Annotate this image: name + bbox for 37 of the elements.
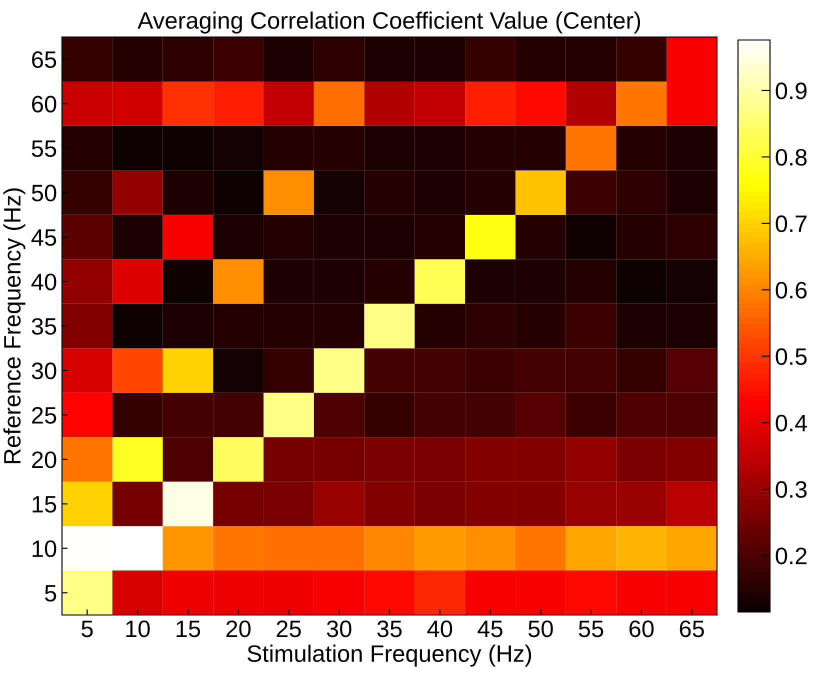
y-tick-label: 25 (32, 406, 56, 424)
y-tick-label: 55 (32, 140, 56, 157)
y-tick-label: 15 (32, 496, 56, 513)
y-tick-label: 65 (32, 51, 56, 68)
color-bar-label: 0.6 (776, 282, 807, 299)
x-tick-label: 15 (176, 620, 200, 638)
x-tick-label: 25 (276, 620, 301, 638)
x-tick-label: 65 (680, 620, 704, 638)
y-tick-label: 5 (44, 585, 56, 602)
y-axis-title: Reference Frequency (Hz) (3, 188, 26, 464)
x-tick-label: 55 (578, 620, 604, 638)
y-tick-label: 10 (32, 540, 56, 558)
x-tick-label: 40 (427, 620, 452, 638)
x-tick-label: 45 (478, 620, 502, 638)
color-bar-label: 0.3 (776, 481, 807, 498)
y-tick-label: 40 (31, 274, 56, 290)
x-tick-label: 30 (326, 620, 352, 638)
y-tick-label: 35 (32, 318, 56, 335)
x-tick-label: 10 (126, 620, 150, 638)
color-bar-label: 0.7 (776, 215, 806, 232)
color-bar-label: 0.4 (776, 414, 807, 432)
chart-title: Averaging Correlation Coefficient Value (Center) (138, 12, 640, 34)
x-tick-label: 50 (528, 620, 553, 638)
y-tick-label: 60 (32, 96, 56, 112)
color-bar-label: 0.5 (776, 348, 807, 366)
color-bar-label: 0.8 (776, 148, 807, 166)
y-tick-label: 20 (32, 451, 56, 468)
y-tick-label: 30 (32, 362, 56, 380)
x-tick-label: 35 (377, 620, 402, 638)
y-tick-label: 45 (31, 229, 56, 246)
x-tick-label: 5 (82, 620, 93, 638)
color-bar-label: 0.2 (776, 548, 806, 564)
y-tick-label: 50 (32, 184, 56, 202)
x-tick-label: 60 (629, 620, 654, 638)
x-axis-title: Stimulation Frequency (Hz) (248, 644, 532, 667)
x-tick-label: 20 (226, 620, 251, 638)
color-bar-label: 0.9 (776, 82, 807, 100)
